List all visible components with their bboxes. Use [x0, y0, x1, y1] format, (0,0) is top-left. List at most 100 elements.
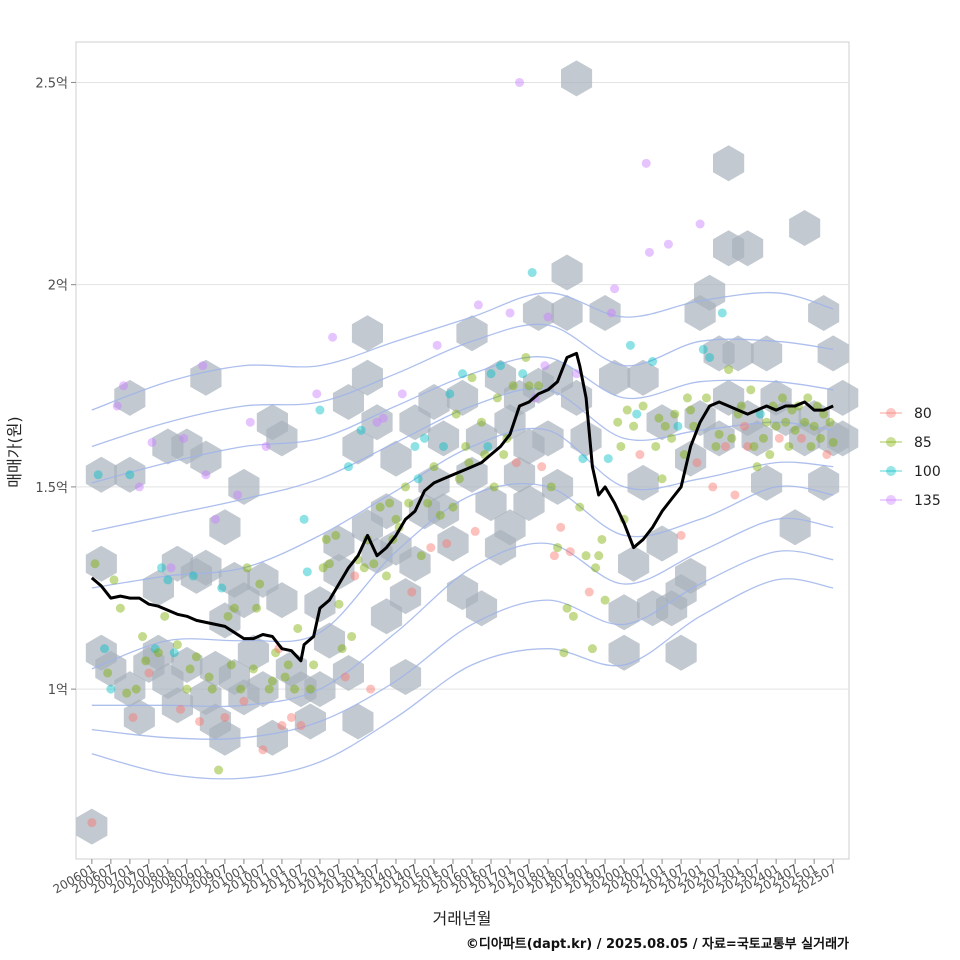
scatter-point	[106, 684, 116, 694]
scatter-point	[663, 239, 673, 249]
scatter-point	[125, 470, 135, 480]
scatter-point	[622, 405, 632, 415]
hexbin-cell	[713, 145, 745, 182]
scatter-point	[673, 421, 683, 431]
scatter-point	[185, 664, 195, 674]
hexbin-cell	[389, 578, 422, 615]
density-contours	[91, 291, 834, 780]
hexbin-cell	[427, 420, 460, 457]
scatter-point	[134, 482, 144, 492]
scatter-point	[771, 421, 781, 431]
scatter-point	[435, 510, 445, 520]
scatter-point	[676, 530, 686, 540]
scatter-point	[331, 530, 341, 540]
y-tick-label: 1.5억	[35, 481, 68, 496]
y-tick-label: 2억	[48, 279, 68, 294]
scatter-point	[654, 413, 664, 423]
hexbin-cell	[190, 440, 222, 477]
scatter-point	[103, 668, 113, 678]
hexbin-cell	[618, 545, 650, 582]
scatter-point	[220, 712, 230, 722]
scatter-point	[391, 514, 401, 524]
hexbin-cell	[342, 703, 374, 740]
hexbin-cell	[817, 335, 849, 372]
scatter-point	[324, 559, 334, 569]
scatter-point	[426, 543, 436, 553]
scatter-point	[404, 498, 414, 508]
hexbin-cell	[237, 634, 269, 671]
scatter-point	[290, 684, 300, 694]
scatter-point	[543, 312, 553, 322]
scatter-point	[717, 308, 727, 318]
scatter-point	[141, 656, 151, 666]
scatter-point	[410, 441, 420, 451]
scatter-point	[720, 441, 730, 451]
scatter-point	[629, 421, 639, 431]
scatter-point	[188, 571, 198, 581]
scatter-point	[695, 219, 705, 229]
caption: ©디아파트(dapt.kr) / 2025.08.05 / 자료=국토교통부 실…	[466, 936, 849, 952]
scatter-point	[473, 300, 483, 310]
scatter-point	[667, 433, 677, 443]
legend: 80 85 100 135	[880, 406, 941, 509]
scatter-point	[369, 559, 379, 569]
scatter-point	[499, 450, 509, 460]
scatter-point	[515, 77, 525, 87]
scatter-point	[438, 441, 448, 451]
scatter-point	[359, 563, 369, 573]
scatter-point	[198, 361, 208, 371]
scatter-point	[549, 551, 559, 561]
scatter-point	[150, 644, 160, 654]
density-contour	[91, 517, 834, 708]
scatter-point	[312, 389, 322, 399]
scatter-point	[565, 547, 575, 557]
scatter-point	[296, 721, 306, 731]
hexbin-cell	[732, 230, 764, 267]
scatter-point	[708, 482, 718, 492]
scatter-point	[264, 684, 274, 694]
scatter-point	[682, 393, 692, 403]
legend-label: 135	[914, 493, 941, 509]
scatter-point	[606, 308, 616, 318]
scatter-point	[774, 433, 784, 443]
hexbin-cell	[599, 359, 631, 396]
legend-label: 85	[914, 435, 932, 451]
scatter-point	[638, 401, 648, 411]
scatter-point	[144, 668, 154, 678]
scatter-point	[343, 462, 353, 472]
scatter-point	[828, 437, 838, 447]
hexbin-cell	[76, 808, 108, 845]
scatter-point	[613, 417, 623, 427]
scatter-point	[226, 660, 236, 670]
scatter-point	[334, 599, 344, 609]
hexbin-cell	[808, 464, 840, 501]
scatter-point	[670, 409, 680, 419]
scatter-point	[309, 660, 319, 670]
density-contour	[91, 427, 834, 589]
hexbin-cell	[789, 210, 821, 246]
hexbin-cell	[266, 582, 298, 619]
scatter-point	[800, 417, 810, 427]
scatter-point	[210, 514, 220, 524]
scatter-point	[746, 385, 756, 395]
hexbin-cell	[266, 420, 298, 457]
scatter-point	[553, 543, 563, 553]
hexbin-cell	[694, 274, 726, 311]
scatter-point	[467, 373, 477, 383]
scatter-point	[749, 441, 759, 451]
scatter-point	[559, 648, 569, 658]
hexbin-cell	[332, 384, 364, 420]
scatter-point	[112, 401, 122, 411]
hexbin-cell	[561, 60, 593, 97]
hexbin-cell	[294, 703, 326, 740]
scatter-point	[591, 563, 601, 573]
scatter-point	[169, 648, 179, 658]
scatter-point	[632, 409, 642, 419]
density-contour	[91, 550, 834, 740]
scatter-point	[698, 344, 708, 354]
hexbin-cell	[665, 634, 697, 671]
hexbin-cell	[827, 420, 859, 457]
scatter-point	[261, 441, 271, 451]
scatter-point	[714, 429, 724, 439]
